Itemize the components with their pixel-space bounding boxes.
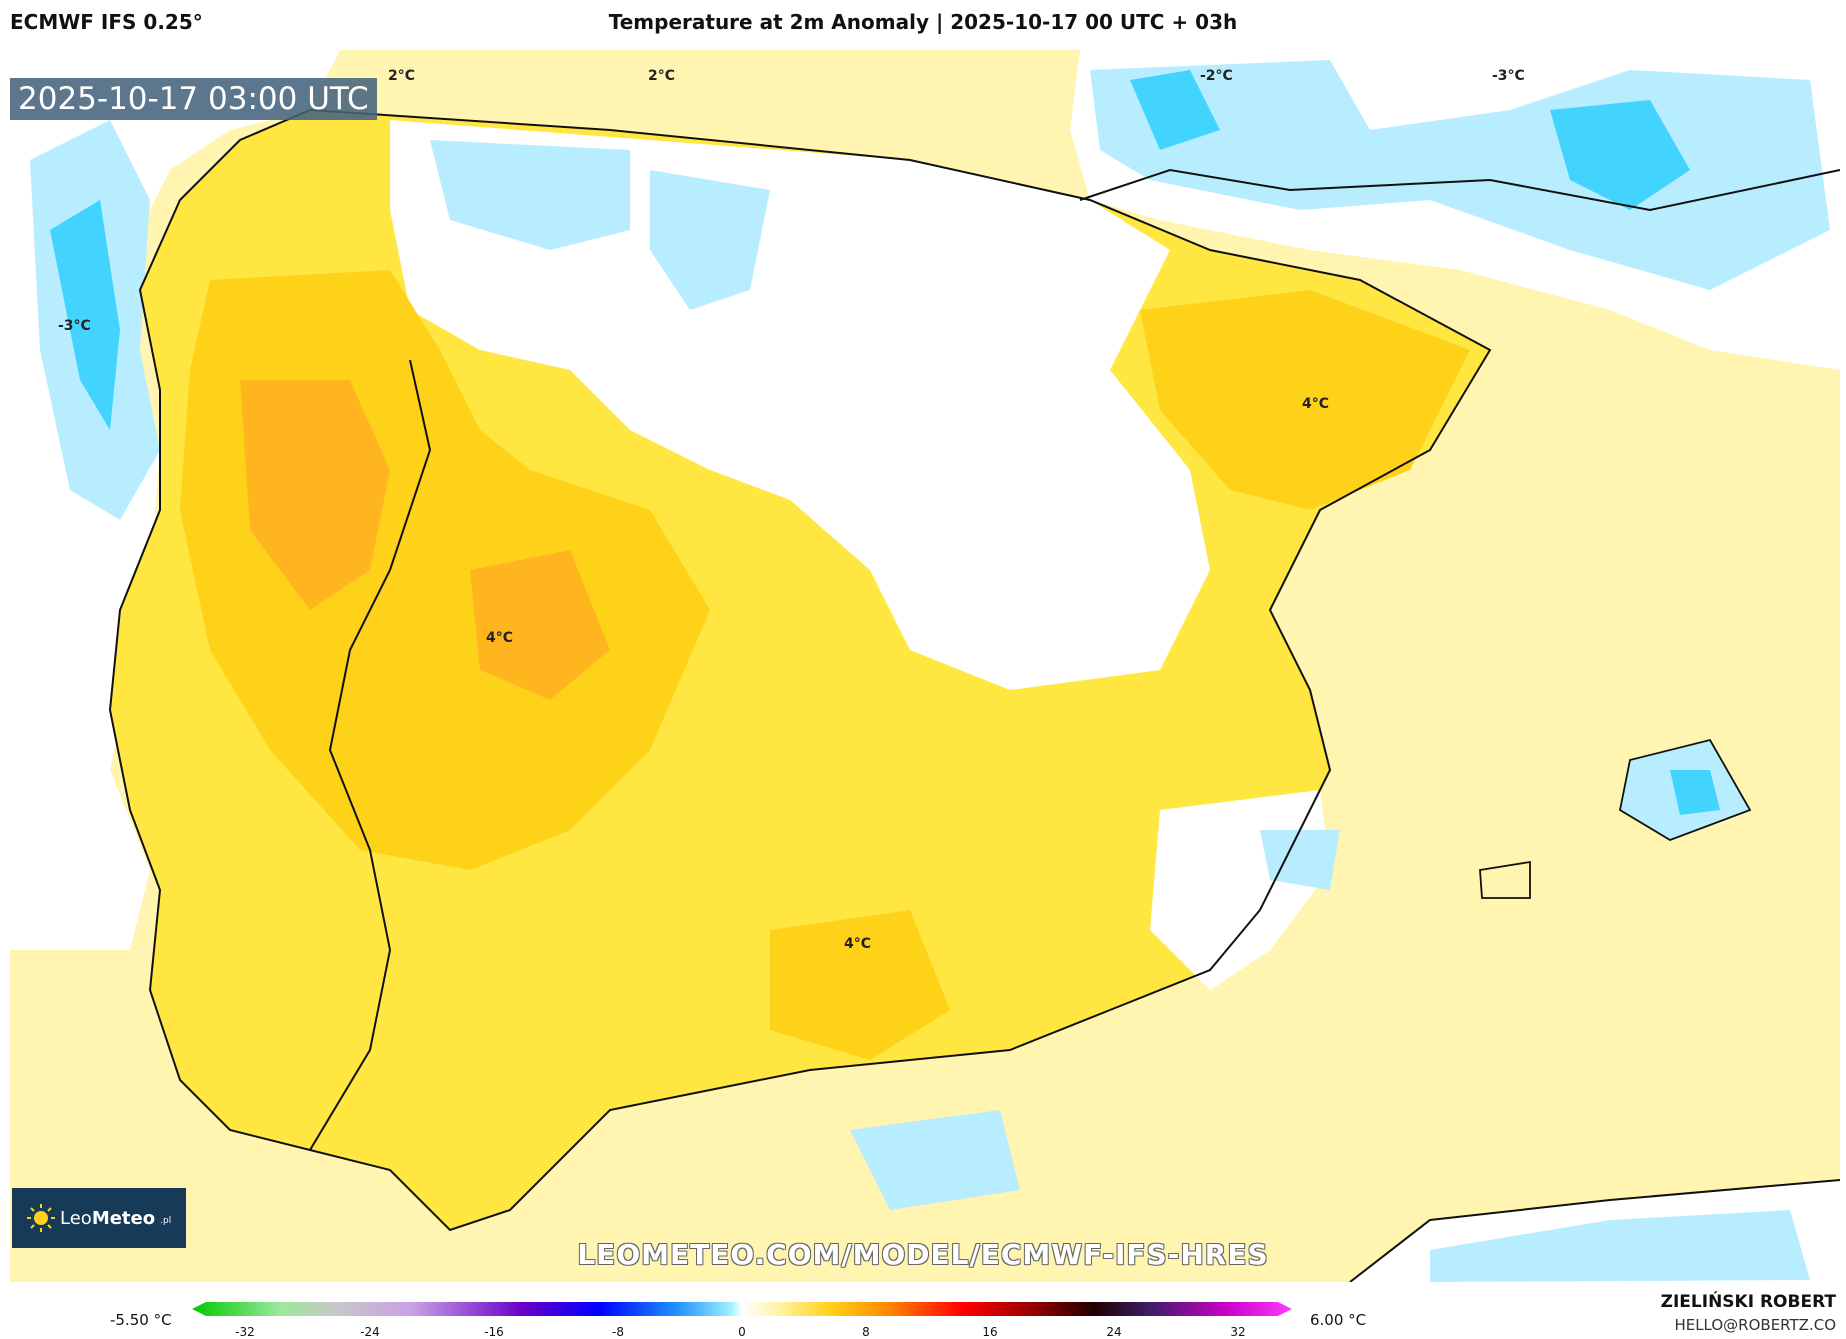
sierra-nevada-cool-area — [850, 1110, 1020, 1210]
north-cool-area — [650, 170, 770, 310]
colorbar — [192, 1302, 1292, 1316]
atlantic-cold-core — [50, 200, 120, 430]
colorbar-tick: 16 — [982, 1325, 998, 1339]
colorbar-tick: 8 — [862, 1325, 870, 1339]
model-name: ECMWF IFS 0.25° — [10, 10, 203, 34]
colorbar-tick: 24 — [1106, 1325, 1122, 1339]
colorbar-tick: -16 — [484, 1325, 504, 1339]
contour-label: 4°C — [486, 630, 514, 646]
colorbar-min-label: -5.50 °C — [110, 1311, 172, 1329]
colorbar-tick: -32 — [235, 1325, 255, 1339]
contour-label: -2°C — [1200, 68, 1233, 84]
france-border — [1079, 168, 1840, 212]
colorbar-tick: -24 — [360, 1325, 380, 1339]
author-email[interactable]: HELLO@ROBERTZ.CO — [1674, 1316, 1836, 1334]
ibiza-coastline — [1479, 860, 1531, 899]
chart-title: Temperature at 2m Anomaly | 2025-10-17 0… — [608, 10, 1238, 34]
pyrenees-cold-core — [1130, 70, 1220, 150]
ebro-warm-area — [1140, 290, 1470, 510]
portugal-spain-border — [309, 359, 432, 1151]
northern-plateau-neutral — [390, 120, 1210, 690]
contour-label: 4°C — [1302, 396, 1330, 412]
author-name: ZIELIŃSKI ROBERT — [1660, 1292, 1836, 1312]
balearic-cold-core — [1670, 770, 1720, 815]
mallorca-coastline — [1618, 738, 1752, 841]
contour-label: 2°C — [388, 68, 416, 84]
logo-tld: .pl — [160, 1216, 172, 1226]
map-canvas — [10, 50, 1840, 1282]
central-hot-core — [470, 550, 610, 700]
leometeo-logo[interactable]: LeoMeteo .pl — [12, 1188, 186, 1248]
contour-label: -3°C — [1492, 68, 1525, 84]
cantabria-cool-area — [430, 140, 630, 250]
south-warm-area — [770, 910, 950, 1060]
africa-coastline — [1349, 1179, 1840, 1282]
logo-wordmark: LeoMeteo — [60, 1207, 156, 1229]
contour-label: 2°C — [648, 68, 676, 84]
source-watermark: LEOMETEO.COM/MODEL/ECMWF-IFS-HRES — [577, 1238, 1269, 1271]
anomaly-map — [10, 50, 1840, 1282]
colorbar-tick: 32 — [1230, 1325, 1246, 1339]
iberia-coastline — [108, 108, 1492, 1232]
france-cold-core — [1550, 100, 1690, 210]
contour-label: -3°C — [58, 318, 91, 334]
colorbar-tick: 0 — [738, 1325, 746, 1339]
west-hot-core — [240, 380, 390, 610]
contour-label: 4°C — [844, 936, 872, 952]
north-africa-cool-area — [1430, 1210, 1810, 1282]
southeast-cool-area — [1260, 830, 1340, 890]
colorbar-max-label: 6.00 °C — [1310, 1311, 1367, 1329]
sun-icon — [27, 1204, 55, 1232]
valid-time-badge: 2025-10-17 03:00 UTC — [10, 78, 377, 120]
colorbar-tick: -8 — [612, 1325, 624, 1339]
